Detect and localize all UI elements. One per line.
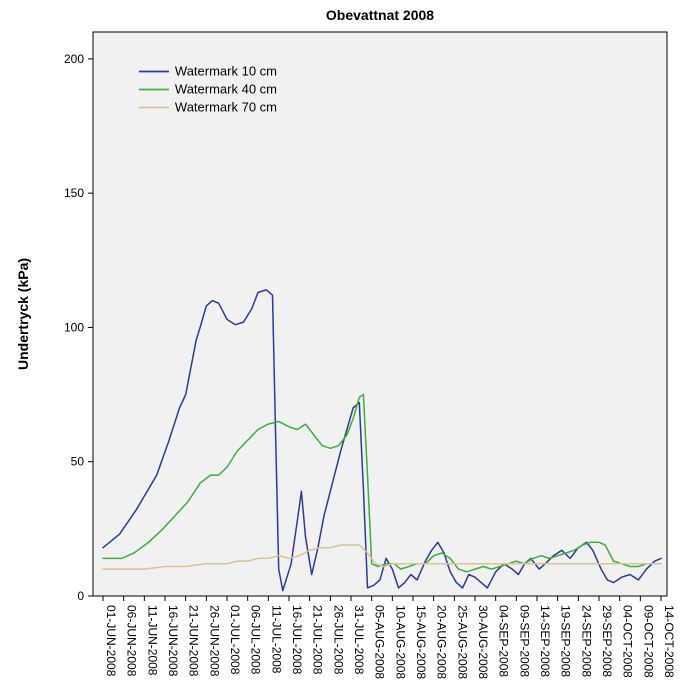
svg-text:04-SEP-2008: 04-SEP-2008 [497, 605, 511, 677]
svg-text:0: 0 [77, 589, 84, 603]
legend-label: Watermark 70 cm [175, 99, 277, 114]
svg-text:100: 100 [64, 320, 84, 334]
chart-svg: 0 50 100 150 200 01-JUN-2008 06-JUN-2008 11-JUN… [0, 0, 689, 692]
svg-text:200: 200 [64, 52, 84, 66]
chart-title: Obevattnat 2008 [326, 7, 434, 23]
svg-text:16-JUL-2008: 16-JUL-2008 [290, 605, 304, 675]
svg-text:30-AUG-2008: 30-AUG-2008 [476, 605, 490, 679]
svg-text:15-AUG-2008: 15-AUG-2008 [414, 605, 428, 679]
svg-text:09-SEP-2008: 09-SEP-2008 [517, 605, 531, 677]
svg-text:06-JUN-2008: 06-JUN-2008 [125, 605, 139, 677]
svg-text:21-JUN-2008: 21-JUN-2008 [187, 605, 201, 677]
svg-text:11-JUN-2008: 11-JUN-2008 [145, 605, 159, 676]
legend-label: Watermark 40 cm [175, 81, 277, 96]
svg-text:31-JUL-2008: 31-JUL-2008 [352, 605, 366, 675]
svg-text:09-OCT-2008: 09-OCT-2008 [641, 605, 655, 678]
svg-text:150: 150 [64, 186, 84, 200]
svg-text:06-JUL-2008: 06-JUL-2008 [249, 605, 263, 675]
chart-container: 0 50 100 150 200 01-JUN-2008 06-JUN-2008 11-JUN… [0, 0, 689, 692]
svg-text:05-AUG-2008: 05-AUG-2008 [373, 605, 387, 679]
svg-text:01-JUN-2008: 01-JUN-2008 [104, 605, 118, 677]
svg-text:24-SEP-2008: 24-SEP-2008 [579, 605, 593, 677]
svg-text:50: 50 [71, 455, 85, 469]
svg-text:26-JUN-2008: 26-JUN-2008 [207, 605, 221, 677]
svg-text:01-JUL-2008: 01-JUL-2008 [228, 605, 242, 675]
svg-text:14-SEP-2008: 14-SEP-2008 [538, 605, 552, 677]
svg-text:21-JUL-2008: 21-JUL-2008 [311, 605, 325, 675]
svg-text:19-SEP-2008: 19-SEP-2008 [559, 605, 573, 677]
svg-text:11-JUL-2008: 11-JUL-2008 [269, 605, 283, 674]
legend-label: Watermark 10 cm [175, 63, 277, 78]
svg-text:26-JUL-2008: 26-JUL-2008 [331, 605, 345, 675]
svg-text:29-SEP-2008: 29-SEP-2008 [600, 605, 614, 677]
svg-text:14-OCT-2008: 14-OCT-2008 [662, 605, 676, 678]
svg-text:20-AUG-2008: 20-AUG-2008 [435, 605, 449, 679]
svg-text:16-JUN-2008: 16-JUN-2008 [166, 605, 180, 677]
svg-text:25-AUG-2008: 25-AUG-2008 [455, 605, 469, 679]
svg-text:04-OCT-2008: 04-OCT-2008 [621, 605, 635, 678]
svg-text:10-AUG-2008: 10-AUG-2008 [393, 605, 407, 679]
y-axis-label: Undertryck (kPa) [15, 258, 31, 370]
